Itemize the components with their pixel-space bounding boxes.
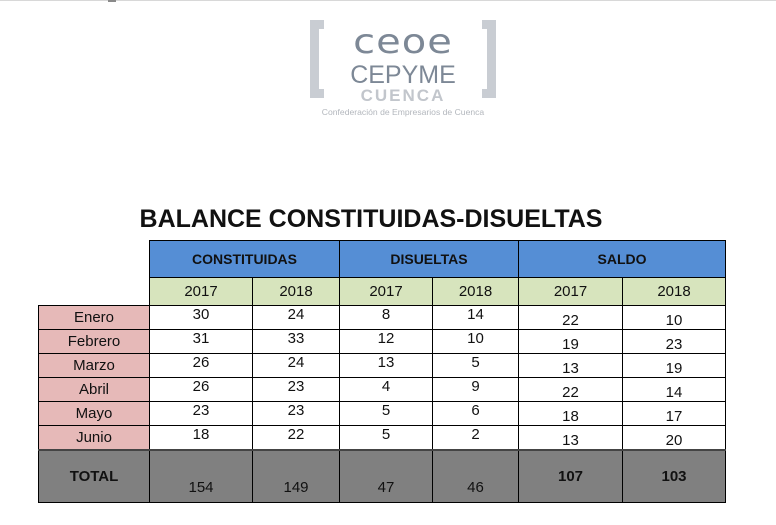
value-cell: 26 [149,377,253,402]
top-mark [108,0,116,2]
value-cell: 5 [432,353,519,378]
value-cell: 5 [339,425,433,451]
total-row: TOTAL 154 149 47 46 107 103 [38,449,726,503]
year-header: 2017 [518,277,623,306]
value-cell: 23 [252,377,340,402]
value-cell: 9 [432,377,519,402]
group-header-row: CONSTITUIDAS DISUELTAS SALDO [39,240,726,278]
saldo-cell: 20 [622,425,726,451]
value-cell: 31 [149,329,253,354]
total-cell: 46 [432,449,519,503]
page-title: BALANCE CONSTITUIDAS-DISUELTAS [0,205,776,234]
value-cell: 23 [149,401,253,426]
year-header: 2018 [432,277,519,306]
top-border-line [0,0,776,1]
table-row: Febrero 31 33 12 10 19 23 [38,329,726,354]
table-row: Junio 18 22 5 2 13 20 [38,425,726,451]
saldo-cell: 19 [518,329,623,354]
value-cell: 23 [252,401,340,426]
month-cell: Marzo [38,353,150,378]
month-cell: Febrero [38,329,150,354]
value-cell: 22 [252,425,340,451]
saldo-cell: 22 [518,305,623,330]
total-cell: 47 [339,449,433,503]
ceoe-cepyme-logo: ceoe CEPYME CUENCA Confederación de Empr… [310,18,496,118]
month-cell: Enero [38,305,150,330]
value-cell: 24 [252,353,340,378]
value-cell: 8 [339,305,433,330]
total-saldo-cell: 107 [518,449,623,503]
saldo-cell: 22 [518,377,623,402]
total-cell: 149 [252,449,340,503]
page-title-text: BALANCE CONSTITUIDAS-DISUELTAS [139,205,603,233]
group-header-saldo: SALDO [518,240,726,278]
total-cell: 154 [149,449,253,503]
month-cell: Junio [38,425,150,451]
total-label: TOTAL [38,449,150,503]
saldo-cell: 13 [518,353,623,378]
corner-blank [39,278,150,306]
logo-bracket-right [482,20,496,98]
value-cell: 14 [432,305,519,330]
group-header-disueltas: DISUELTAS [339,240,519,278]
value-cell: 4 [339,377,433,402]
total-saldo-cell: 103 [622,449,726,503]
value-cell: 6 [432,401,519,426]
value-cell: 13 [339,353,433,378]
logo-ceoe-text: ceoe [353,22,453,62]
logo-tagline: Confederación de Empresarios de Cuenca [321,107,485,117]
month-cell: Abril [38,377,150,402]
year-header-row: 2017 2018 2017 2018 2017 2018 [39,277,726,306]
balance-table: CONSTITUIDAS DISUELTAS SALDO 2017 2018 2… [38,240,726,503]
corner-blank [39,241,150,278]
value-cell: 18 [149,425,253,451]
saldo-cell: 18 [518,401,623,426]
year-header: 2017 [149,277,253,306]
table-row: Marzo 26 24 13 5 13 19 [38,353,726,378]
table-row: Abril 26 23 4 9 22 14 [38,377,726,402]
value-cell: 12 [339,329,433,354]
value-cell: 26 [149,353,253,378]
logo-cepyme-text: CEPYME [350,61,456,89]
month-cell: Mayo [38,401,150,426]
year-header: 2017 [339,277,433,306]
value-cell: 33 [252,329,340,354]
logo-cuenca-text: CUENCA [360,86,446,105]
table-row: Mayo 23 23 5 6 18 17 [38,401,726,426]
saldo-cell: 10 [622,305,726,330]
saldo-cell: 17 [622,401,726,426]
year-header: 2018 [622,277,726,306]
year-header: 2018 [252,277,340,306]
value-cell: 5 [339,401,433,426]
value-cell: 10 [432,329,519,354]
logo-bracket-left [310,20,324,98]
table-row: Enero 30 24 8 14 22 10 [38,305,726,330]
value-cell: 30 [149,305,253,330]
saldo-cell: 19 [622,353,726,378]
saldo-cell: 23 [622,329,726,354]
value-cell: 2 [432,425,519,451]
group-header-constituidas: CONSTITUIDAS [149,240,340,278]
saldo-cell: 14 [622,377,726,402]
value-cell: 24 [252,305,340,330]
saldo-cell: 13 [518,425,623,451]
